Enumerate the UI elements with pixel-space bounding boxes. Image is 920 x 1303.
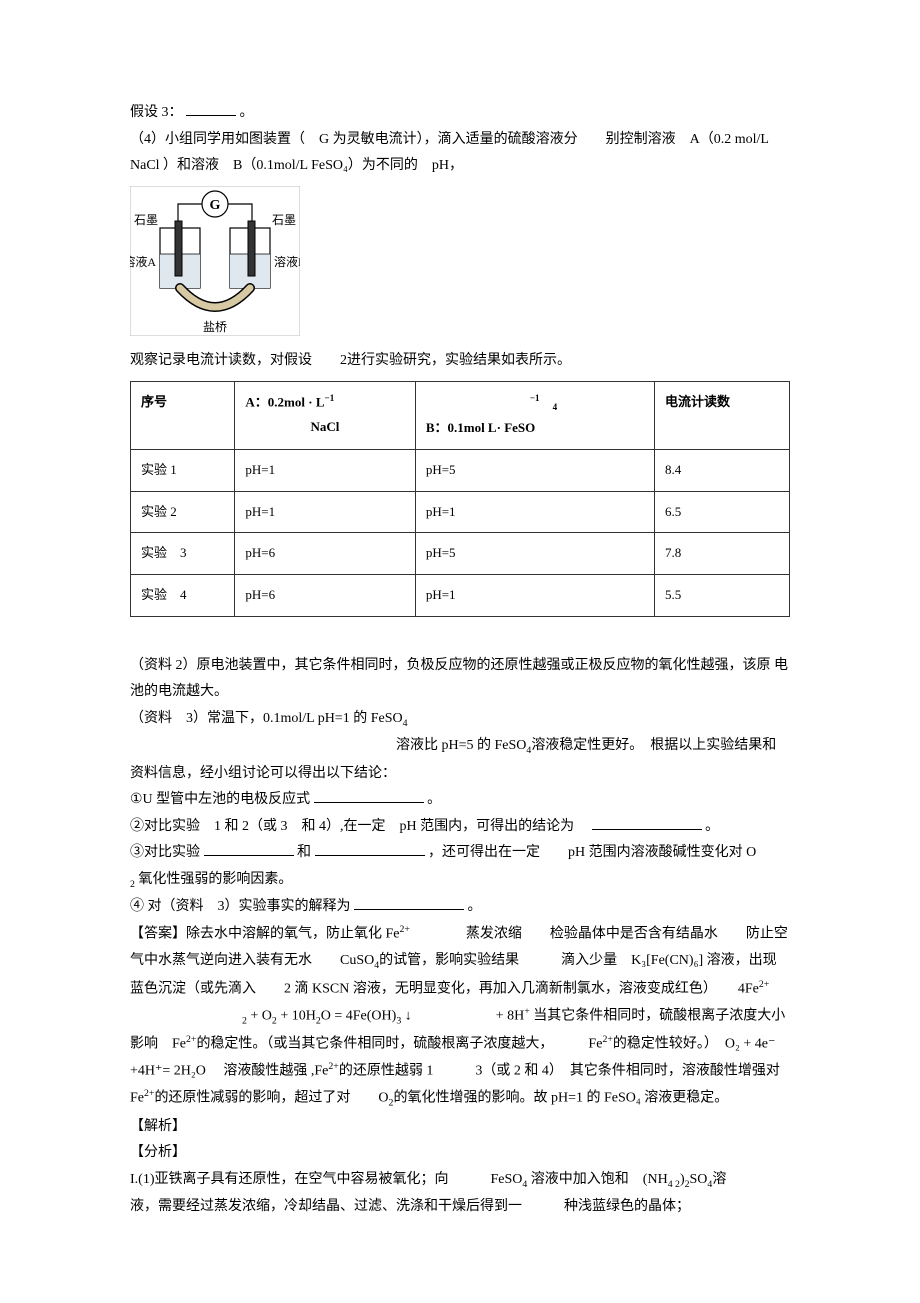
table-header-row: 序号 A：0.2mol · L−1 NaCl −1 4 B：0.1mol L· … — [131, 381, 790, 449]
electrode-right-label: 石墨 — [272, 213, 296, 227]
resource-3: （资料 3）常温下，0.1mol/L pH=1 的 FeSO4 溶液比 pH=5… — [130, 706, 790, 787]
blank-q1 — [314, 788, 424, 803]
blank-q2 — [592, 815, 702, 830]
results-table: 序号 A：0.2mol · L−1 NaCl −1 4 B：0.1mol L· … — [130, 381, 790, 617]
observe-line: 观察记录电流计读数，对假设 2进行实验研究，实验结果如表所示。 — [130, 348, 790, 375]
electrode-left-label: 石墨 — [134, 213, 158, 227]
answer-block: 【答案】除去水中溶解的氧气，防止氧化 Fe2+ 蒸发浓缩 检验晶体中是否含有结晶… — [130, 921, 790, 1114]
question-4: （4）小组同学用如图装置（ G 为灵敏电流计），滴入适量的硫酸溶液分 别控制溶液… — [130, 127, 790, 180]
col-3-header: 电流计读数 — [654, 381, 789, 449]
fenxi-label: 【分析】 — [130, 1140, 790, 1167]
solution-b-label: 溶液B — [274, 254, 300, 269]
table-row: 实验 3 pH=6 pH=5 7.8 — [131, 533, 790, 575]
salt-bridge-label: 盐桥 — [203, 320, 227, 334]
blank-q3a — [204, 841, 294, 856]
sub-q2: ②对比实验 1 和 2（或 3 和 4）,在一定 pH 范围内，可得出的结论为 … — [130, 814, 790, 841]
jiexi-label: 【解析】 — [130, 1114, 790, 1141]
col-0-header: 序号 — [131, 381, 235, 449]
hypothesis-3-prefix: 假设 3： — [130, 105, 183, 120]
table-row: 实验 4 pH=6 pH=1 5.5 — [131, 574, 790, 616]
table-row: 实验 1 pH=1 pH=5 8.4 — [131, 449, 790, 491]
hypothesis-3-line: 假设 3： 。 — [130, 100, 790, 127]
apparatus-figure: G 石墨 石墨 溶液A 溶液B 盐桥 — [130, 186, 790, 347]
blank-h3 — [186, 101, 236, 116]
sub-q1: ①U 型管中左池的电极反应式 。 — [130, 787, 790, 814]
fenxi-body-1: I.(1)亚铁离子具有还原性，在空气中容易被氧化；向 FeSO4 溶液中加入饱和… — [130, 1167, 790, 1194]
galvanometer-label: G — [210, 198, 221, 213]
period: 。 — [240, 105, 254, 120]
blank-q4 — [354, 895, 464, 910]
table-row: 实验 2 pH=1 pH=1 6.5 — [131, 491, 790, 533]
resource-2: （资料 2）原电池装置中，其它条件相同时，负极反应物的还原性越强或正极反应物的氧… — [130, 653, 790, 706]
sub-q3: ③对比实验 和 ，还可得出在一定 pH 范围内溶液酸碱性变化对 O 2 氧化性强… — [130, 840, 790, 894]
solution-a-label: 溶液A — [130, 254, 156, 269]
blank-q3b — [315, 841, 425, 856]
col-1-header: A：0.2mol · L−1 NaCl — [235, 381, 415, 449]
fenxi-body-2: 液，需要经过蒸发浓缩，冷却结晶、过滤、洗涤和干燥后得到一 种浅蓝绿色的晶体； — [130, 1194, 790, 1221]
col-2-header: −1 4 B：0.1mol L· FeSO — [415, 381, 654, 449]
answer-label: 【答案】 — [130, 927, 186, 942]
sub-q4: ④ 对（资料 3）实验事实的解释为 。 — [130, 894, 790, 921]
